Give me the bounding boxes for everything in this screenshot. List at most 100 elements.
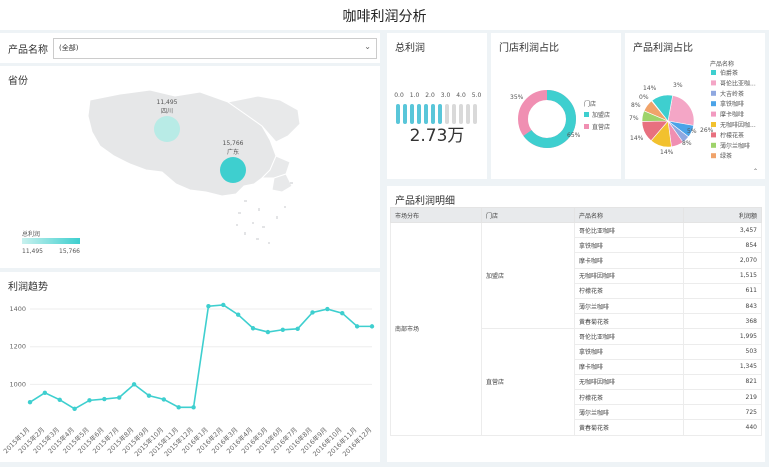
pie-legend-item[interactable]: 绿茶: [720, 152, 732, 160]
trend-point[interactable]: [161, 397, 167, 402]
table-row[interactable]: 拿铁咖啡 503: [391, 343, 762, 360]
trend-point[interactable]: [250, 326, 256, 331]
filter-label: 产品名称: [8, 45, 48, 56]
store-donut-chart[interactable]: 35% 65% 门店 加盟店 直营店: [491, 33, 621, 179]
table-row[interactable]: 直营店 哥伦比亚咖啡 1,995: [391, 328, 762, 436]
product-cell: 摩卡咖啡: [574, 252, 684, 269]
store-pct-jiameng: 65%: [567, 132, 581, 139]
pie-legend-swatch: [711, 80, 716, 86]
table-row[interactable]: 无咖啡因咖啡 1,515: [391, 267, 762, 284]
china-map[interactable]: 11,495 四川 15,766 广东 总利润 11,495 15,766: [0, 66, 380, 268]
table-row[interactable]: 柠檬花茶 219: [391, 389, 762, 406]
col-market[interactable]: 市场分布: [390, 207, 482, 223]
bubble-sichuan[interactable]: [154, 116, 180, 142]
store-cell: 加盟店: [481, 221, 575, 330]
trend-y-tick: 1000: [9, 380, 26, 388]
gauge-scale-label: 3.0: [441, 92, 451, 99]
pie-legend-item[interactable]: 拿铁咖啡: [720, 100, 744, 108]
gauge-bar: [424, 104, 428, 124]
product-cell: 柠檬花茶: [574, 389, 684, 406]
profit-cell: 440: [683, 419, 762, 436]
trend-point[interactable]: [87, 398, 92, 403]
col-profit[interactable]: 利润额: [683, 207, 762, 223]
pie-legend-swatch: [711, 70, 716, 75]
product-pie-chart[interactable]: 3%14%0%8%7%14%14%8%5% 26% 产品名称 伯爵茶哥伦比亚咖..…: [625, 33, 765, 179]
guangdong-value: 15,766: [223, 140, 244, 147]
trend-point[interactable]: [131, 382, 137, 387]
trend-point[interactable]: [340, 311, 345, 316]
pie-legend-item[interactable]: 大吉岭茶: [720, 90, 744, 98]
pie-legend-item[interactable]: 摩卡咖啡: [720, 111, 744, 119]
col-product[interactable]: 产品名称: [574, 207, 684, 223]
trend-point[interactable]: [102, 396, 107, 402]
pie-pct-label: 5%: [687, 128, 697, 135]
store-legend-swatch-jiameng: [584, 112, 589, 117]
pie-slice[interactable]: [651, 94, 674, 122]
pie-legend-swatch: [711, 111, 716, 117]
trend-point[interactable]: [325, 306, 330, 312]
pie-legend-item[interactable]: 薄尔兰咖啡: [720, 142, 750, 150]
trend-point[interactable]: [221, 302, 226, 308]
legend-scroll-icon[interactable]: ⌃: [753, 168, 758, 175]
table-header-row: 市场分布 门店 产品名称 利润额: [390, 207, 762, 223]
trend-point[interactable]: [191, 405, 196, 410]
profit-cell: 2,070: [683, 252, 762, 269]
total-title: 总利润: [395, 43, 425, 54]
pie-legend-swatch: [711, 101, 716, 107]
profit-cell: 843: [683, 297, 762, 315]
trend-point[interactable]: [354, 324, 360, 329]
trend-point[interactable]: [310, 310, 315, 315]
trend-point[interactable]: [146, 393, 152, 398]
trend-point[interactable]: [280, 327, 285, 332]
table-row[interactable]: 南部市场 加盟店 哥伦比亚咖啡 3,457: [390, 221, 762, 436]
product-cell: 薄尔兰咖啡: [574, 297, 684, 315]
gauge-bar: [473, 104, 477, 124]
product-cell: 哥伦比亚咖啡: [574, 328, 684, 345]
pie-legend-swatch: [711, 90, 716, 96]
store-legend-jiameng: 加盟店: [592, 111, 610, 119]
trend-point[interactable]: [176, 405, 181, 410]
detail-title: 产品利润明细: [395, 196, 455, 207]
profit-cell: 3,457: [683, 221, 762, 239]
table-row[interactable]: 黄春菊花茶 368: [391, 313, 762, 330]
prod-title: 产品利润占比: [633, 43, 693, 54]
pie-slice[interactable]: [667, 95, 695, 126]
product-cell: 薄尔兰咖啡: [574, 404, 684, 421]
pie-legend-item[interactable]: 伯爵茶: [720, 69, 738, 77]
trend-y-tick: 1400: [9, 305, 26, 313]
table-row[interactable]: 柠檬花茶 611: [391, 282, 762, 299]
trend-point[interactable]: [235, 312, 241, 317]
trend-point[interactable]: [27, 400, 33, 405]
profit-cell: 503: [683, 343, 762, 360]
table-row[interactable]: 摩卡咖啡 2,070: [391, 252, 762, 269]
trend-point[interactable]: [117, 395, 122, 400]
bubble-guangdong[interactable]: [220, 157, 246, 183]
gauge-bar: [403, 104, 407, 124]
product-filter-select[interactable]: (全部) ⌄: [53, 38, 377, 59]
trend-point[interactable]: [295, 326, 300, 332]
table-row[interactable]: 黄春菊花茶 440: [391, 419, 762, 436]
pie-pct-label: 0%: [639, 94, 649, 101]
pie-legend-item[interactable]: 无咖啡因咖...: [720, 121, 756, 129]
store-cell: 直营店: [481, 328, 575, 436]
trend-point[interactable]: [72, 406, 77, 412]
trend-point[interactable]: [265, 329, 271, 335]
map-legend-max: 15,766: [59, 248, 80, 255]
trend-point[interactable]: [57, 397, 62, 402]
profit-cell: 1,995: [683, 328, 762, 345]
profit-cell: 611: [683, 282, 762, 299]
trend-point[interactable]: [369, 324, 375, 329]
title-bar: 咖啡利润分析: [0, 0, 769, 30]
gauge-bar: [445, 104, 449, 124]
store-slice-jiameng[interactable]: [518, 90, 576, 148]
col-store[interactable]: 门店: [481, 207, 575, 223]
trend-point[interactable]: [42, 390, 48, 396]
pie-legend-item[interactable]: 哥伦比亚咖...: [720, 79, 756, 87]
gauge-bar: [431, 104, 435, 124]
trend-point[interactable]: [206, 304, 211, 309]
south-sea-islands: [236, 182, 293, 244]
pie-legend-item[interactable]: 柠檬花茶: [720, 131, 744, 139]
pie-pct-label: 8%: [631, 102, 641, 109]
product-cell: 哥伦比亚咖啡: [574, 221, 684, 239]
